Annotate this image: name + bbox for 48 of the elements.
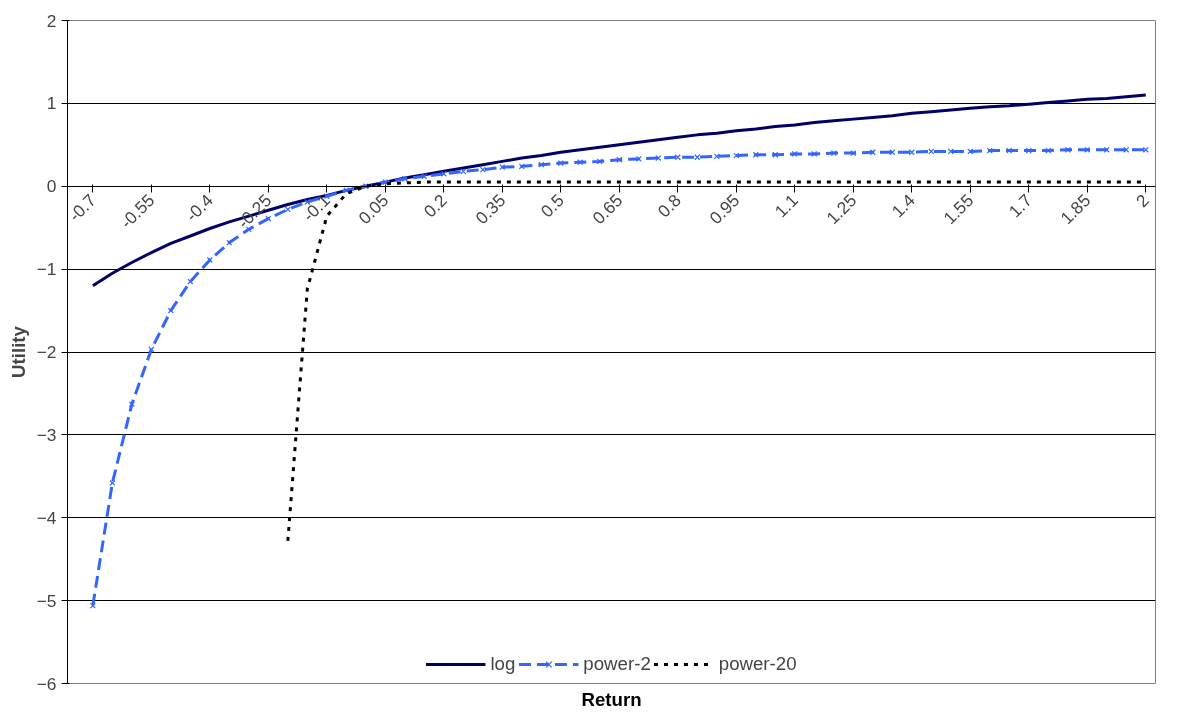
point xyxy=(109,479,116,487)
point xyxy=(811,150,818,157)
x-tick-label: -0.7 xyxy=(64,190,100,226)
point xyxy=(928,148,935,155)
x-tick-label: 1.4 xyxy=(887,189,920,222)
x-tick-label: 2 xyxy=(1131,190,1153,212)
point xyxy=(947,148,954,155)
y-tick-label: 0 xyxy=(46,176,57,197)
x-tick-label: 0.8 xyxy=(653,190,685,222)
legend-label: power-20 xyxy=(718,653,797,675)
point xyxy=(518,163,525,170)
point xyxy=(655,155,662,162)
y-tick-label: −4 xyxy=(36,507,57,528)
point xyxy=(713,153,720,160)
y-tick-label: −2 xyxy=(36,342,57,362)
x-tick-label: 0.2 xyxy=(419,190,451,222)
x-axis-title: Return xyxy=(581,688,642,710)
point xyxy=(733,152,740,159)
x-tick-label: -0.1 xyxy=(298,190,334,226)
point xyxy=(89,602,96,609)
point xyxy=(830,150,837,157)
x-tick-label: -0.4 xyxy=(181,189,218,226)
y-tick-label: −6 xyxy=(36,673,57,694)
point xyxy=(635,155,642,162)
point xyxy=(850,150,857,157)
point xyxy=(499,164,506,171)
y-tick-label: −3 xyxy=(36,424,57,445)
point xyxy=(596,158,603,165)
legend-label: power-2 xyxy=(583,653,651,675)
point xyxy=(557,159,564,167)
point xyxy=(206,256,213,264)
x-tick-label: 1.1 xyxy=(770,190,802,222)
y-tick-label: −5 xyxy=(36,590,57,611)
point xyxy=(148,346,155,353)
point xyxy=(167,307,174,314)
point xyxy=(577,159,584,166)
y-tick-label: −1 xyxy=(36,259,57,280)
y-tick-label: 1 xyxy=(46,93,57,114)
point xyxy=(284,206,291,213)
y-axis-title: Utility xyxy=(7,325,29,378)
x-tick-label: 0.5 xyxy=(536,190,568,222)
point xyxy=(791,150,798,157)
point xyxy=(967,148,974,155)
y-tick-label: 2 xyxy=(46,10,57,31)
point xyxy=(479,166,486,173)
point xyxy=(187,278,194,285)
x-tick-label: 1.7 xyxy=(1004,190,1036,222)
legend-label: log xyxy=(490,653,516,675)
